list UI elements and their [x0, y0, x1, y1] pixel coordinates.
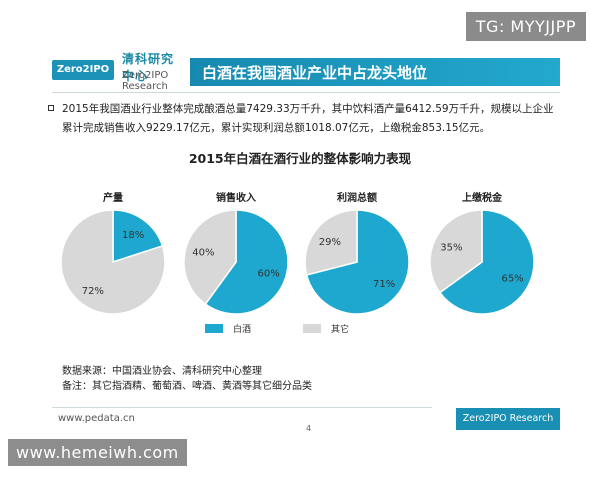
pie-label-other-0: 72%	[82, 286, 104, 297]
pie-slice-other-0	[60, 209, 166, 315]
pie-slice-other-1	[183, 209, 237, 306]
logo-mark: Zero2IPO	[52, 60, 114, 80]
summary-line-2: 累计完成销售收入9229.17亿元，累计实现利润总额1018.07亿元，上缴税金…	[62, 122, 491, 134]
logo-name-cn: 清科研究中心	[122, 52, 175, 83]
footer-url: www.pedata.cn	[58, 413, 135, 424]
pie-label-other-1: 40%	[192, 247, 214, 258]
legend-label-baijiu: 白酒	[233, 325, 252, 335]
pie-slice-baijiu-0	[112, 209, 164, 264]
pie-label-other-2: 29%	[319, 237, 341, 248]
remark-note: 备注：其它指酒精、葡萄酒、啤酒、黄酒等其它细分品类	[62, 381, 312, 392]
pie-slice-baijiu-1	[204, 209, 289, 315]
page-title: 白酒在我国酒业产业中占龙头地位	[202, 64, 428, 82]
pie-slice-other-3	[429, 209, 483, 294]
pie-title-2: 利润总额	[337, 191, 377, 204]
footer-brand: Zero2IPO Research	[456, 408, 560, 430]
pie-label-baijiu-3: 65%	[501, 274, 523, 285]
page-number: 4	[306, 424, 312, 433]
legend-label-other: 其它	[331, 325, 350, 335]
bullet-icon	[48, 105, 54, 111]
logo: Zero2IPO 清科研究中心 Zero2IPO Research	[52, 50, 182, 92]
header-divider	[52, 92, 560, 93]
pie-label-baijiu-0: 18%	[122, 230, 144, 241]
pie-label-other-3: 35%	[440, 242, 462, 253]
pie-slice-baijiu-2	[305, 209, 410, 315]
pie-label-baijiu-2: 71%	[373, 279, 395, 290]
chart-title: 2015年白酒在酒行业的整体影响力表现	[188, 151, 412, 166]
pie-slice-other-2	[304, 209, 358, 276]
header-bar: 白酒在我国酒业产业中占龙头地位	[190, 58, 560, 86]
legend-swatch-baijiu	[205, 324, 223, 333]
data-source-note: 数据来源：中国酒业协会、清科研究中心整理	[62, 366, 262, 377]
chart-legend: 白酒 其它	[205, 322, 445, 336]
pie-title-3: 上缴税金	[462, 191, 503, 204]
pie-title-0: 产量	[103, 191, 123, 204]
notes: 数据来源：中国酒业协会、清科研究中心整理 备注：其它指酒精、葡萄酒、啤酒、黄酒等…	[62, 364, 312, 394]
pie-slice-baijiu-3	[438, 209, 535, 315]
logo-name-en: Zero2IPO Research	[122, 70, 169, 92]
pie-title-1: 销售收入	[216, 191, 256, 204]
watermark-top: TG: MYYJJPP	[465, 12, 586, 41]
footer-divider	[52, 407, 432, 408]
pie-label-baijiu-1: 60%	[258, 269, 280, 280]
legend-swatch-other	[303, 324, 321, 333]
summary-text: 2015年我国酒业行业整体完成酿酒总量7429.33万千升，其中饮料酒产量641…	[48, 100, 562, 138]
watermark-bottom: www.hemeiwh.com	[8, 439, 187, 466]
summary-line-1: 2015年我国酒业行业整体完成酿酒总量7429.33万千升，其中饮料酒产量641…	[62, 103, 554, 115]
